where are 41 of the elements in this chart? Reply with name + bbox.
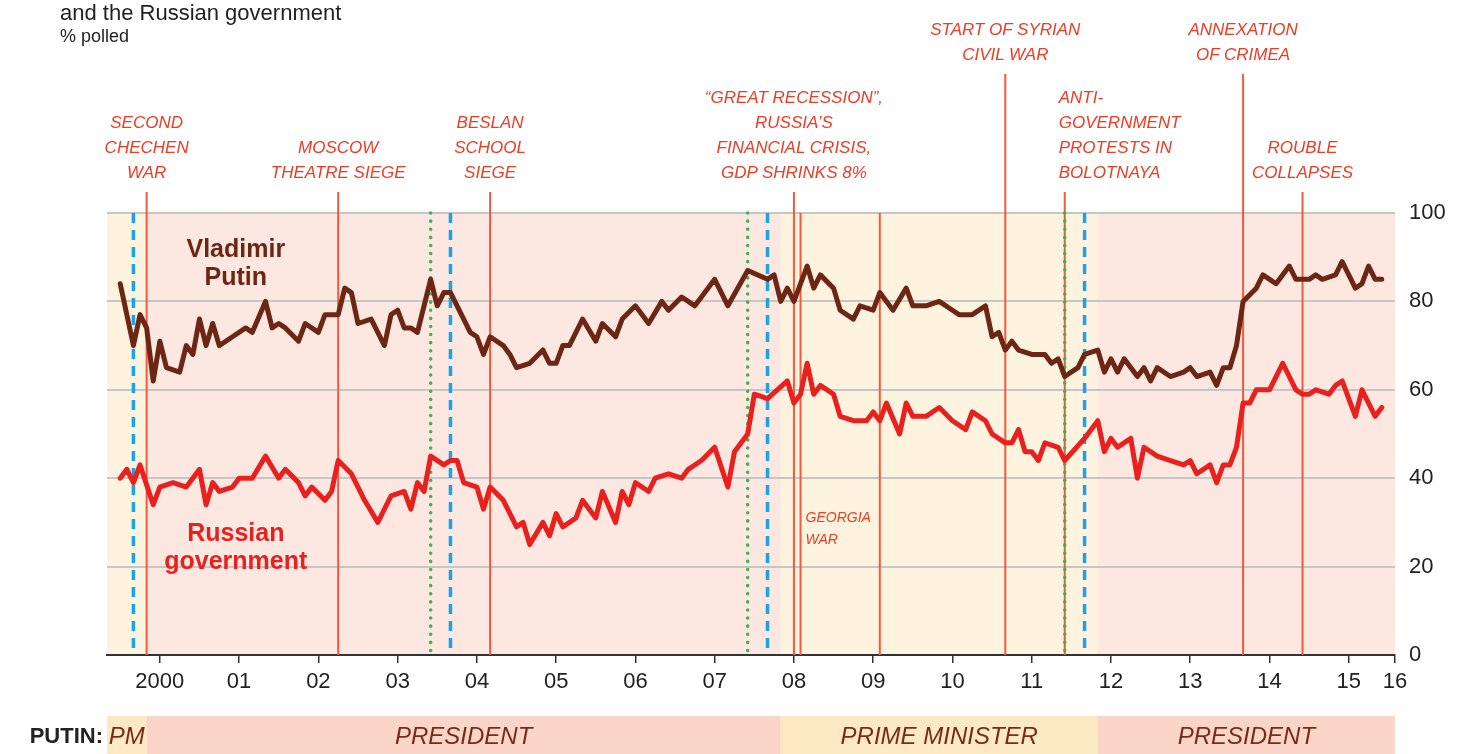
y-tick-label: 40 xyxy=(1409,464,1434,490)
ref-line-label: MOSCOW THEATRE SIEGE xyxy=(270,138,407,182)
annotation: GEORGIA WAR xyxy=(805,509,871,548)
x-tick-label: 08 xyxy=(781,668,807,694)
chart-title: and the Russian government xyxy=(60,0,342,25)
y-tick-label: 60 xyxy=(1409,375,1434,401)
ref-line-label: SECOND CHECHEN WAR xyxy=(104,113,190,182)
x-tick-label: 06 xyxy=(623,668,648,694)
x-tick-label: 13 xyxy=(1178,668,1203,694)
y-tick-label: 0 xyxy=(1409,641,1422,667)
band-label: PRESIDENT xyxy=(395,721,535,749)
x-tick-label: 07 xyxy=(702,668,727,694)
ref-line-label: “GREAT RECESSION”, RUSSIA’S FINANCIAL CRISIS, GDP SHRINKS 8% xyxy=(704,88,884,182)
text: PUTIN: xyxy=(29,723,103,749)
series-label: Russian government xyxy=(164,517,309,574)
x-tick-label: 10 xyxy=(940,668,965,694)
x-tick-label: 04 xyxy=(464,668,490,694)
x-tick-label: 03 xyxy=(385,668,410,694)
x-tick-label: 15 xyxy=(1336,668,1362,694)
band-label: PM xyxy=(108,721,145,749)
y-tick-label: 80 xyxy=(1409,287,1434,313)
ref-line-label: ANNEXATION OF CRIMEA xyxy=(1187,20,1299,64)
x-tick-label: 02 xyxy=(306,668,331,694)
band-label: PRESIDENT xyxy=(1177,721,1318,749)
x-tick-label: 12 xyxy=(1098,668,1124,694)
x-tick-label: 01 xyxy=(226,668,252,694)
y-tick-label: 100 xyxy=(1409,199,1446,225)
series-label: Vladimir Putin xyxy=(186,234,286,291)
x-tick-label: 09 xyxy=(860,668,886,694)
x-tick-label: 11 xyxy=(1020,668,1044,694)
ref-line-label: ROUBLE COLLAPSES xyxy=(1251,138,1354,182)
y-tick-label: 20 xyxy=(1409,552,1434,578)
x-tick-label: 14 xyxy=(1257,668,1282,694)
x-tick-label: 2000 xyxy=(135,668,185,694)
chart-subtitle: % polled xyxy=(60,26,130,46)
ref-line-label: BESLAN SCHOOL SIEGE xyxy=(454,113,526,182)
ref-line-label: START OF SYRIAN CIVIL WAR xyxy=(930,20,1082,64)
ref-line-label: ANTI- GOVERNMENT PROTESTS IN BOLOTNAYA xyxy=(1057,88,1183,182)
x-tick-label: 16 xyxy=(1382,668,1408,694)
band-label: PRIME MINISTER xyxy=(840,721,1038,749)
x-tick-label: 05 xyxy=(543,668,569,694)
